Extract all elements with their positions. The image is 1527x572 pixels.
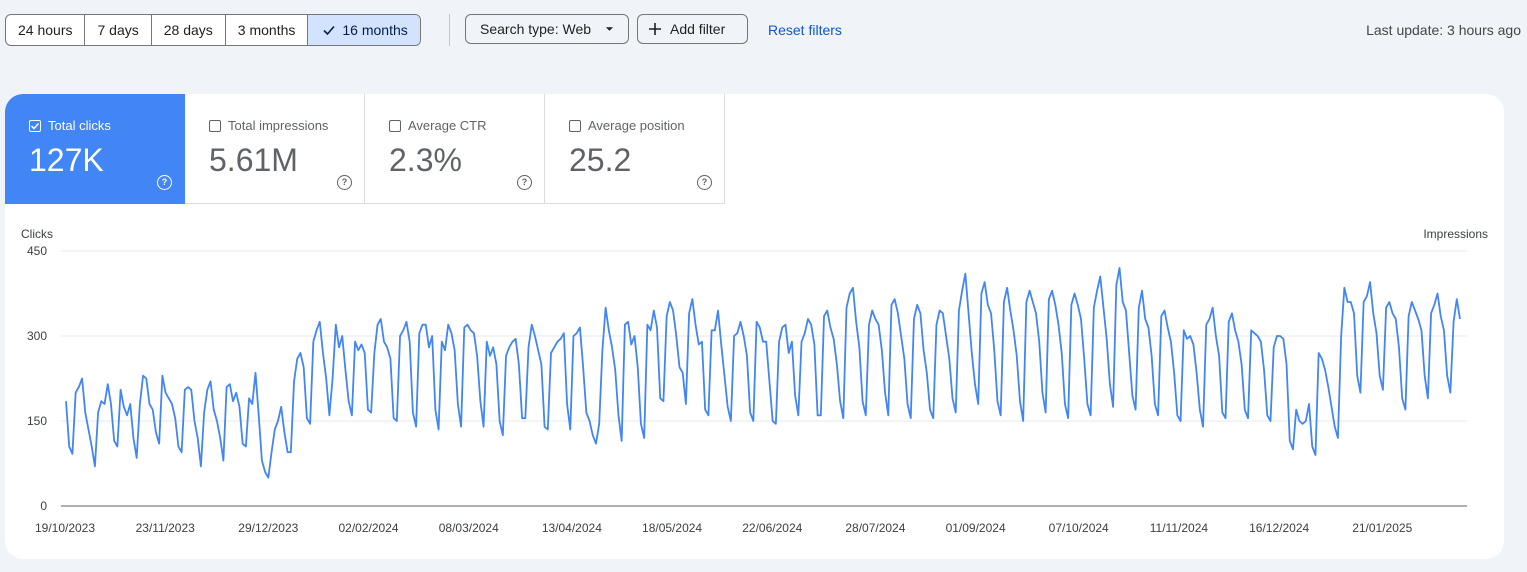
clicks-chart: Clicks Impressions 0 150 300 450 19/10/2023 2…	[5, 204, 1504, 559]
x-tick-label: 08/03/2024	[439, 521, 499, 535]
search-type-dropdown[interactable]: Search type: Web	[465, 14, 629, 44]
metric-average-ctr[interactable]: Average CTR 2.3% ?	[365, 94, 545, 204]
check-icon	[323, 25, 335, 36]
range-label: 7 days	[97, 22, 139, 38]
y-axis-title-right: Impressions	[1423, 227, 1488, 241]
x-tick-label: 02/02/2024	[339, 521, 399, 535]
help-icon[interactable]: ?	[517, 175, 532, 190]
line-chart-svg: 0 150 300 450 19/10/2023 23/11/2023 29/12/2023…	[27, 244, 1467, 535]
toolbar: 24 hours 7 days 28 days 3 months 16 mont…	[0, 0, 1527, 60]
metric-average-position[interactable]: Average position 25.2 ?	[545, 94, 725, 204]
toolbar-divider	[449, 14, 450, 46]
plus-icon	[649, 23, 661, 35]
metric-label: Total impressions	[228, 118, 329, 133]
y-tick-label: 300	[27, 329, 47, 343]
x-tick-label: 29/12/2023	[238, 521, 298, 535]
y-tick-label: 0	[40, 499, 47, 513]
metric-value: 5.61M	[209, 142, 298, 178]
x-tick-label: 16/12/2024	[1249, 521, 1309, 535]
metric-value: 25.2	[569, 142, 632, 178]
x-tick-label: 19/10/2023	[35, 521, 95, 535]
x-tick-label: 18/05/2024	[642, 521, 702, 535]
help-icon[interactable]: ?	[697, 175, 712, 190]
range-3-months-button[interactable]: 3 months	[226, 15, 309, 45]
range-16-months-button[interactable]: 16 months	[308, 15, 420, 45]
performance-card: Total clicks 127K ? Total impressions 5.…	[5, 94, 1504, 559]
range-label: 3 months	[237, 22, 296, 38]
metric-label: Total clicks	[48, 118, 111, 133]
x-tick-label: 22/06/2024	[742, 521, 802, 535]
add-filter-label: Add filter	[670, 21, 726, 37]
range-24-hours-button[interactable]: 24 hours	[6, 15, 86, 45]
dropdown-arrow-icon	[605, 27, 614, 31]
range-7-days-button[interactable]: 7 days	[85, 15, 152, 45]
checkbox-icon	[569, 120, 581, 132]
x-tick-label: 13/04/2024	[542, 521, 602, 535]
help-icon[interactable]: ?	[157, 175, 172, 190]
metric-total-impressions[interactable]: Total impressions 5.61M ?	[185, 94, 365, 204]
x-tick-label: 07/10/2024	[1049, 521, 1109, 535]
range-28-days-button[interactable]: 28 days	[152, 15, 226, 45]
y-tick-label: 450	[27, 244, 47, 258]
x-tick-label: 21/01/2025	[1352, 521, 1412, 535]
checkbox-icon	[209, 120, 221, 132]
range-label: 28 days	[163, 22, 213, 38]
checkbox-icon	[29, 120, 41, 132]
y-axis-title-left: Clicks	[21, 227, 53, 241]
metric-total-clicks[interactable]: Total clicks 127K ?	[5, 94, 185, 204]
checkbox-icon	[389, 120, 401, 132]
reset-filters-link[interactable]: Reset filters	[768, 22, 842, 38]
range-label: 16 months	[342, 22, 408, 38]
clicks-series-line	[65, 267, 1461, 479]
y-tick-label: 150	[27, 414, 47, 428]
x-tick-label: 23/11/2023	[136, 521, 195, 535]
x-tick-label: 11/11/2024	[1150, 521, 1209, 535]
metric-value: 127K	[29, 142, 104, 178]
x-tick-label: 28/07/2024	[845, 521, 905, 535]
metric-label: Average position	[588, 118, 685, 133]
metric-value: 2.3%	[389, 142, 462, 178]
x-tick-label: 01/09/2024	[946, 521, 1006, 535]
range-label: 24 hours	[18, 22, 73, 38]
last-update-text: Last update: 3 hours ago	[1366, 22, 1521, 38]
metric-label: Average CTR	[408, 118, 487, 133]
add-filter-button[interactable]: Add filter	[637, 14, 748, 44]
date-range-selector: 24 hours 7 days 28 days 3 months 16 mont…	[5, 14, 421, 46]
search-type-label: Search type: Web	[480, 21, 592, 37]
help-icon[interactable]: ?	[337, 175, 352, 190]
